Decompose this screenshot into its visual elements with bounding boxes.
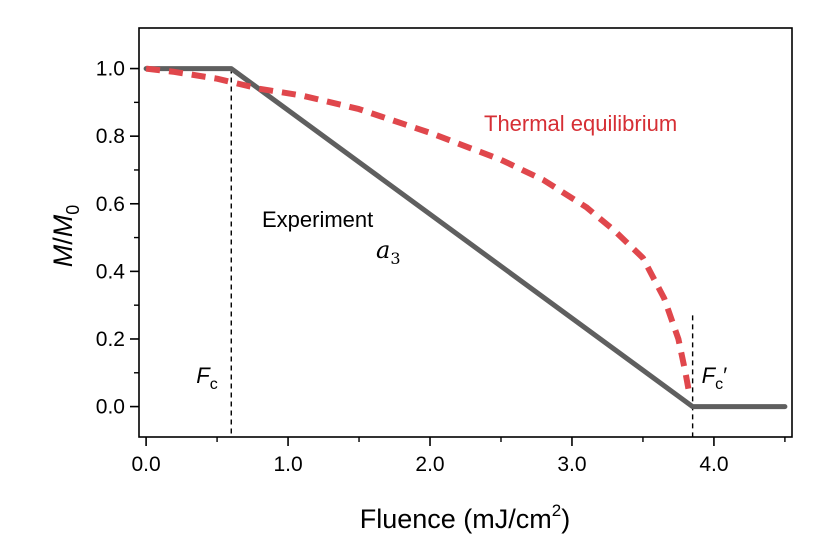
y-tick-label: 0.4: [96, 260, 126, 283]
y-tick-label: 0.2: [96, 328, 125, 351]
x-axis-title: Fluence (mJ/cm2): [360, 501, 571, 534]
x-tick-label: 2.0: [415, 453, 444, 476]
a3-label-base: a: [376, 236, 390, 264]
x-tick-labels: 0.0 1.0 2.0 3.0 4.0: [131, 453, 728, 476]
a3-label-subscript: 3: [390, 249, 400, 268]
y-axis-title-m0: M: [48, 214, 78, 237]
critical-fluence-label: Fc: [196, 363, 217, 393]
x-tick-label: 3.0: [557, 453, 586, 476]
x-tick-label: 4.0: [699, 453, 728, 476]
y-tick-labels: 0.0 0.2 0.4 0.6 0.8 1.0: [96, 58, 126, 419]
y-axis-title: M/M0: [48, 205, 83, 268]
y-axis-title-slash: /: [48, 237, 78, 245]
y-tick-label: 0.8: [96, 125, 125, 148]
x-axis-title-superscript: 2: [552, 501, 561, 520]
a3-label: a3: [376, 236, 401, 268]
series-group: [143, 65, 788, 410]
tick-marks: [130, 67, 786, 446]
experiment-label: Experiment: [262, 207, 373, 232]
thermal-equilibrium-line: [145, 65, 693, 397]
y-axis-title-m: M: [48, 244, 78, 267]
x-tick-label: 0.0: [131, 453, 160, 476]
critical-fluence-label: Fc′: [702, 363, 728, 393]
y-axis-title-subscript: 0: [63, 205, 83, 215]
y-tick-label: 1.0: [96, 58, 125, 81]
x-tick-label: 1.0: [273, 453, 302, 476]
x-axis-title-close: ): [561, 504, 570, 534]
thermal-equilibrium-label: Thermal equilibrium: [484, 111, 677, 136]
critical-fluence-lines: Fc Fc′: [196, 68, 728, 437]
experiment-line: [143, 66, 788, 410]
y-tick-label: 0.6: [96, 193, 125, 216]
x-axis-title-main: Fluence (mJ/cm: [360, 504, 552, 534]
plot-frame: [138, 27, 793, 438]
y-tick-label: 0.0: [96, 396, 125, 419]
